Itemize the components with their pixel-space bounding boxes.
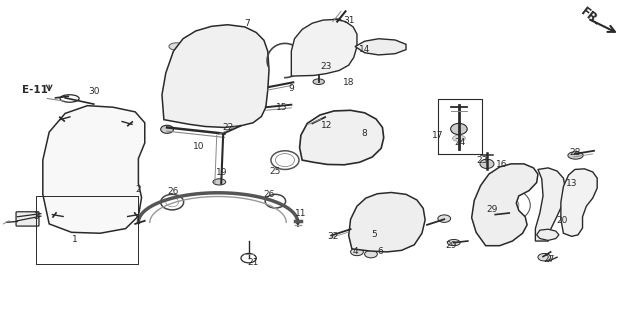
Text: 31: 31 bbox=[343, 16, 355, 24]
Ellipse shape bbox=[313, 79, 324, 84]
Text: 30: 30 bbox=[88, 87, 100, 96]
Polygon shape bbox=[355, 39, 406, 55]
Polygon shape bbox=[43, 106, 145, 233]
Ellipse shape bbox=[351, 248, 364, 256]
Polygon shape bbox=[536, 168, 565, 241]
Polygon shape bbox=[349, 192, 425, 252]
FancyBboxPatch shape bbox=[16, 212, 39, 226]
Text: 4: 4 bbox=[352, 247, 358, 257]
Text: FR.: FR. bbox=[578, 5, 604, 29]
Text: 26: 26 bbox=[168, 187, 179, 196]
Text: 5: 5 bbox=[371, 230, 377, 239]
Ellipse shape bbox=[365, 250, 378, 258]
Text: 25: 25 bbox=[269, 166, 281, 176]
Ellipse shape bbox=[568, 152, 583, 159]
Text: 12: 12 bbox=[321, 122, 332, 130]
Text: 7: 7 bbox=[244, 19, 250, 28]
Ellipse shape bbox=[438, 215, 451, 222]
Ellipse shape bbox=[480, 159, 494, 169]
Text: 29: 29 bbox=[445, 241, 456, 250]
Text: 20: 20 bbox=[556, 216, 568, 225]
Text: 21: 21 bbox=[248, 258, 259, 267]
Ellipse shape bbox=[489, 211, 502, 218]
Text: 19: 19 bbox=[216, 168, 227, 177]
Text: 9: 9 bbox=[289, 84, 294, 93]
Ellipse shape bbox=[169, 43, 184, 50]
Ellipse shape bbox=[451, 123, 467, 135]
Polygon shape bbox=[472, 164, 538, 246]
Ellipse shape bbox=[246, 44, 260, 52]
Text: 27: 27 bbox=[544, 255, 555, 264]
Text: 23: 23 bbox=[477, 156, 488, 165]
Text: 26: 26 bbox=[263, 190, 275, 199]
Text: 2: 2 bbox=[136, 185, 141, 194]
Ellipse shape bbox=[333, 132, 352, 143]
Text: 3: 3 bbox=[33, 212, 39, 221]
Polygon shape bbox=[537, 229, 559, 241]
Text: 29: 29 bbox=[486, 205, 498, 214]
Ellipse shape bbox=[538, 253, 550, 261]
Text: 1: 1 bbox=[72, 235, 77, 244]
Text: 28: 28 bbox=[569, 148, 580, 157]
Ellipse shape bbox=[167, 104, 182, 111]
Text: 18: 18 bbox=[343, 78, 355, 87]
Ellipse shape bbox=[250, 102, 265, 109]
Text: 13: 13 bbox=[566, 179, 577, 188]
Ellipse shape bbox=[373, 43, 388, 50]
Text: 23: 23 bbox=[321, 62, 332, 71]
Ellipse shape bbox=[447, 240, 460, 246]
Text: E-11: E-11 bbox=[22, 85, 47, 95]
Ellipse shape bbox=[161, 125, 173, 133]
Text: 16: 16 bbox=[496, 160, 508, 169]
Polygon shape bbox=[162, 25, 269, 127]
Text: 8: 8 bbox=[362, 129, 367, 138]
Text: 24: 24 bbox=[454, 138, 466, 148]
Text: 22: 22 bbox=[222, 123, 233, 132]
Text: 32: 32 bbox=[327, 232, 339, 241]
Text: 15: 15 bbox=[276, 103, 287, 112]
Ellipse shape bbox=[452, 135, 465, 141]
Polygon shape bbox=[300, 110, 384, 165]
Text: 17: 17 bbox=[432, 131, 444, 140]
Text: 6: 6 bbox=[378, 247, 383, 257]
Text: 10: 10 bbox=[193, 142, 205, 151]
Ellipse shape bbox=[331, 19, 342, 24]
Ellipse shape bbox=[213, 179, 226, 185]
Ellipse shape bbox=[491, 196, 519, 214]
Polygon shape bbox=[291, 19, 357, 76]
Polygon shape bbox=[561, 169, 597, 236]
Ellipse shape bbox=[380, 216, 397, 227]
Text: 14: 14 bbox=[359, 45, 371, 54]
Text: 11: 11 bbox=[295, 208, 307, 218]
